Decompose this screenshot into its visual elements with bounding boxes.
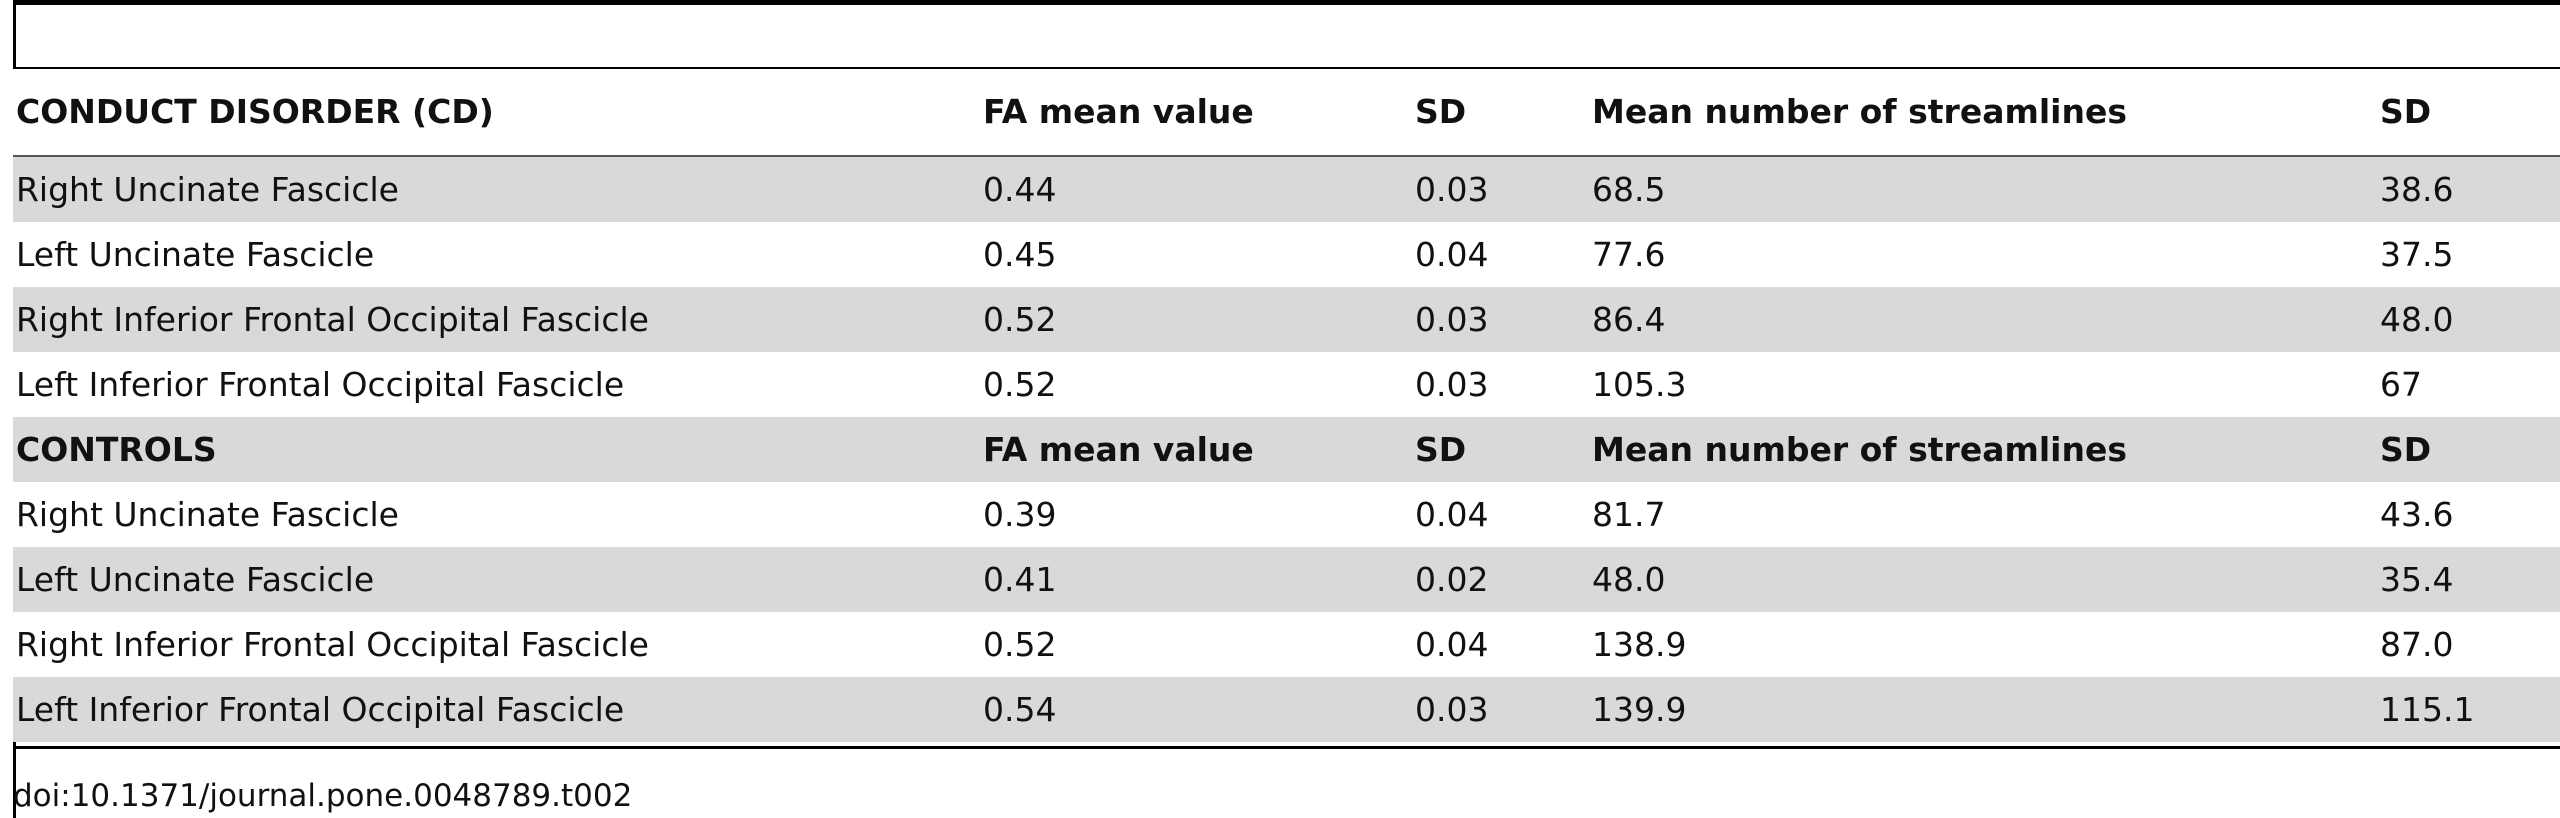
streamlines-mean-cell: 138.9	[1589, 612, 2377, 677]
doi-footnote: doi:10.1371/journal.pone.0048789.t002	[13, 778, 633, 814]
streamlines-sd-cell: 37.5	[2377, 222, 2560, 287]
streamlines-sd-cell: 38.6	[2377, 156, 2560, 222]
column-header: SD	[1412, 417, 1589, 482]
column-header: SD	[1412, 69, 1589, 157]
streamlines-sd-cell: 48.0	[2377, 287, 2560, 352]
fa-sd-cell: 0.04	[1412, 612, 1589, 677]
tract-cell: Right Uncinate Fascicle	[13, 482, 980, 547]
column-header: FA mean value	[980, 69, 1412, 157]
table-bottom-rule	[13, 746, 2560, 749]
table-top-rule	[13, 0, 2560, 5]
fa-mean-cell: 0.41	[980, 547, 1412, 612]
streamlines-sd-cell: 87.0	[2377, 612, 2560, 677]
table-row: Right Inferior Frontal Occipital Fascicl…	[13, 287, 2560, 352]
streamlines-mean-cell: 77.6	[1589, 222, 2377, 287]
tract-cell: Left Inferior Frontal Occipital Fascicle	[13, 677, 980, 742]
fa-sd-cell: 0.03	[1412, 352, 1589, 417]
table-row: Right Uncinate Fascicle 0.44 0.03 68.5 3…	[13, 156, 2560, 222]
column-header: FA mean value	[980, 417, 1412, 482]
tract-cell: Right Inferior Frontal Occipital Fascicl…	[13, 612, 980, 677]
fa-sd-cell: 0.02	[1412, 547, 1589, 612]
streamlines-mean-cell: 81.7	[1589, 482, 2377, 547]
streamlines-mean-cell: 48.0	[1589, 547, 2377, 612]
column-header: SD	[2377, 417, 2560, 482]
table-row: Left Uncinate Fascicle 0.45 0.04 77.6 37…	[13, 222, 2560, 287]
fa-sd-cell: 0.04	[1412, 482, 1589, 547]
tract-cell: Left Inferior Frontal Occipital Fascicle	[13, 352, 980, 417]
fa-mean-cell: 0.52	[980, 352, 1412, 417]
fa-mean-cell: 0.52	[980, 287, 1412, 352]
fa-mean-cell: 0.52	[980, 612, 1412, 677]
streamlines-sd-cell: 115.1	[2377, 677, 2560, 742]
streamlines-mean-cell: 139.9	[1589, 677, 2377, 742]
table-row: Left Uncinate Fascicle 0.41 0.02 48.0 35…	[13, 547, 2560, 612]
table-row: Left Inferior Frontal Occipital Fascicle…	[13, 352, 2560, 417]
controls-header-row: CONTROLS FA mean value SD Mean number of…	[13, 417, 2560, 482]
tract-cell: Right Uncinate Fascicle	[13, 156, 980, 222]
fa-mean-cell: 0.39	[980, 482, 1412, 547]
tract-cell: Left Uncinate Fascicle	[13, 547, 980, 612]
column-header: CONDUCT DISORDER (CD)	[13, 69, 980, 157]
table-row: Left Inferior Frontal Occipital Fascicle…	[13, 677, 2560, 742]
fa-mean-cell: 0.54	[980, 677, 1412, 742]
table-row: Right Inferior Frontal Occipital Fascicl…	[13, 612, 2560, 677]
column-header: CONTROLS	[13, 417, 980, 482]
streamlines-sd-cell: 35.4	[2377, 547, 2560, 612]
tract-cell: Right Inferior Frontal Occipital Fascicl…	[13, 287, 980, 352]
cd-header-row: CONDUCT DISORDER (CD) FA mean value SD M…	[13, 69, 2560, 157]
column-header: SD	[2377, 69, 2560, 157]
streamlines-sd-cell: 43.6	[2377, 482, 2560, 547]
streamlines-sd-cell: 67	[2377, 352, 2560, 417]
fa-mean-cell: 0.44	[980, 156, 1412, 222]
streamlines-mean-cell: 68.5	[1589, 156, 2377, 222]
fa-mean-cell: 0.45	[980, 222, 1412, 287]
fa-sd-cell: 0.03	[1412, 677, 1589, 742]
table-header-rule	[13, 67, 2560, 69]
streamlines-mean-cell: 105.3	[1589, 352, 2377, 417]
table-row: Right Uncinate Fascicle 0.39 0.04 81.7 4…	[13, 482, 2560, 547]
streamlines-mean-cell: 86.4	[1589, 287, 2377, 352]
column-header: Mean number of streamlines	[1589, 417, 2377, 482]
column-header: Mean number of streamlines	[1589, 69, 2377, 157]
fa-sd-cell: 0.04	[1412, 222, 1589, 287]
fa-sd-cell: 0.03	[1412, 156, 1589, 222]
fa-sd-cell: 0.03	[1412, 287, 1589, 352]
results-table: CONDUCT DISORDER (CD) FA mean value SD M…	[13, 69, 2560, 742]
tract-cell: Left Uncinate Fascicle	[13, 222, 980, 287]
